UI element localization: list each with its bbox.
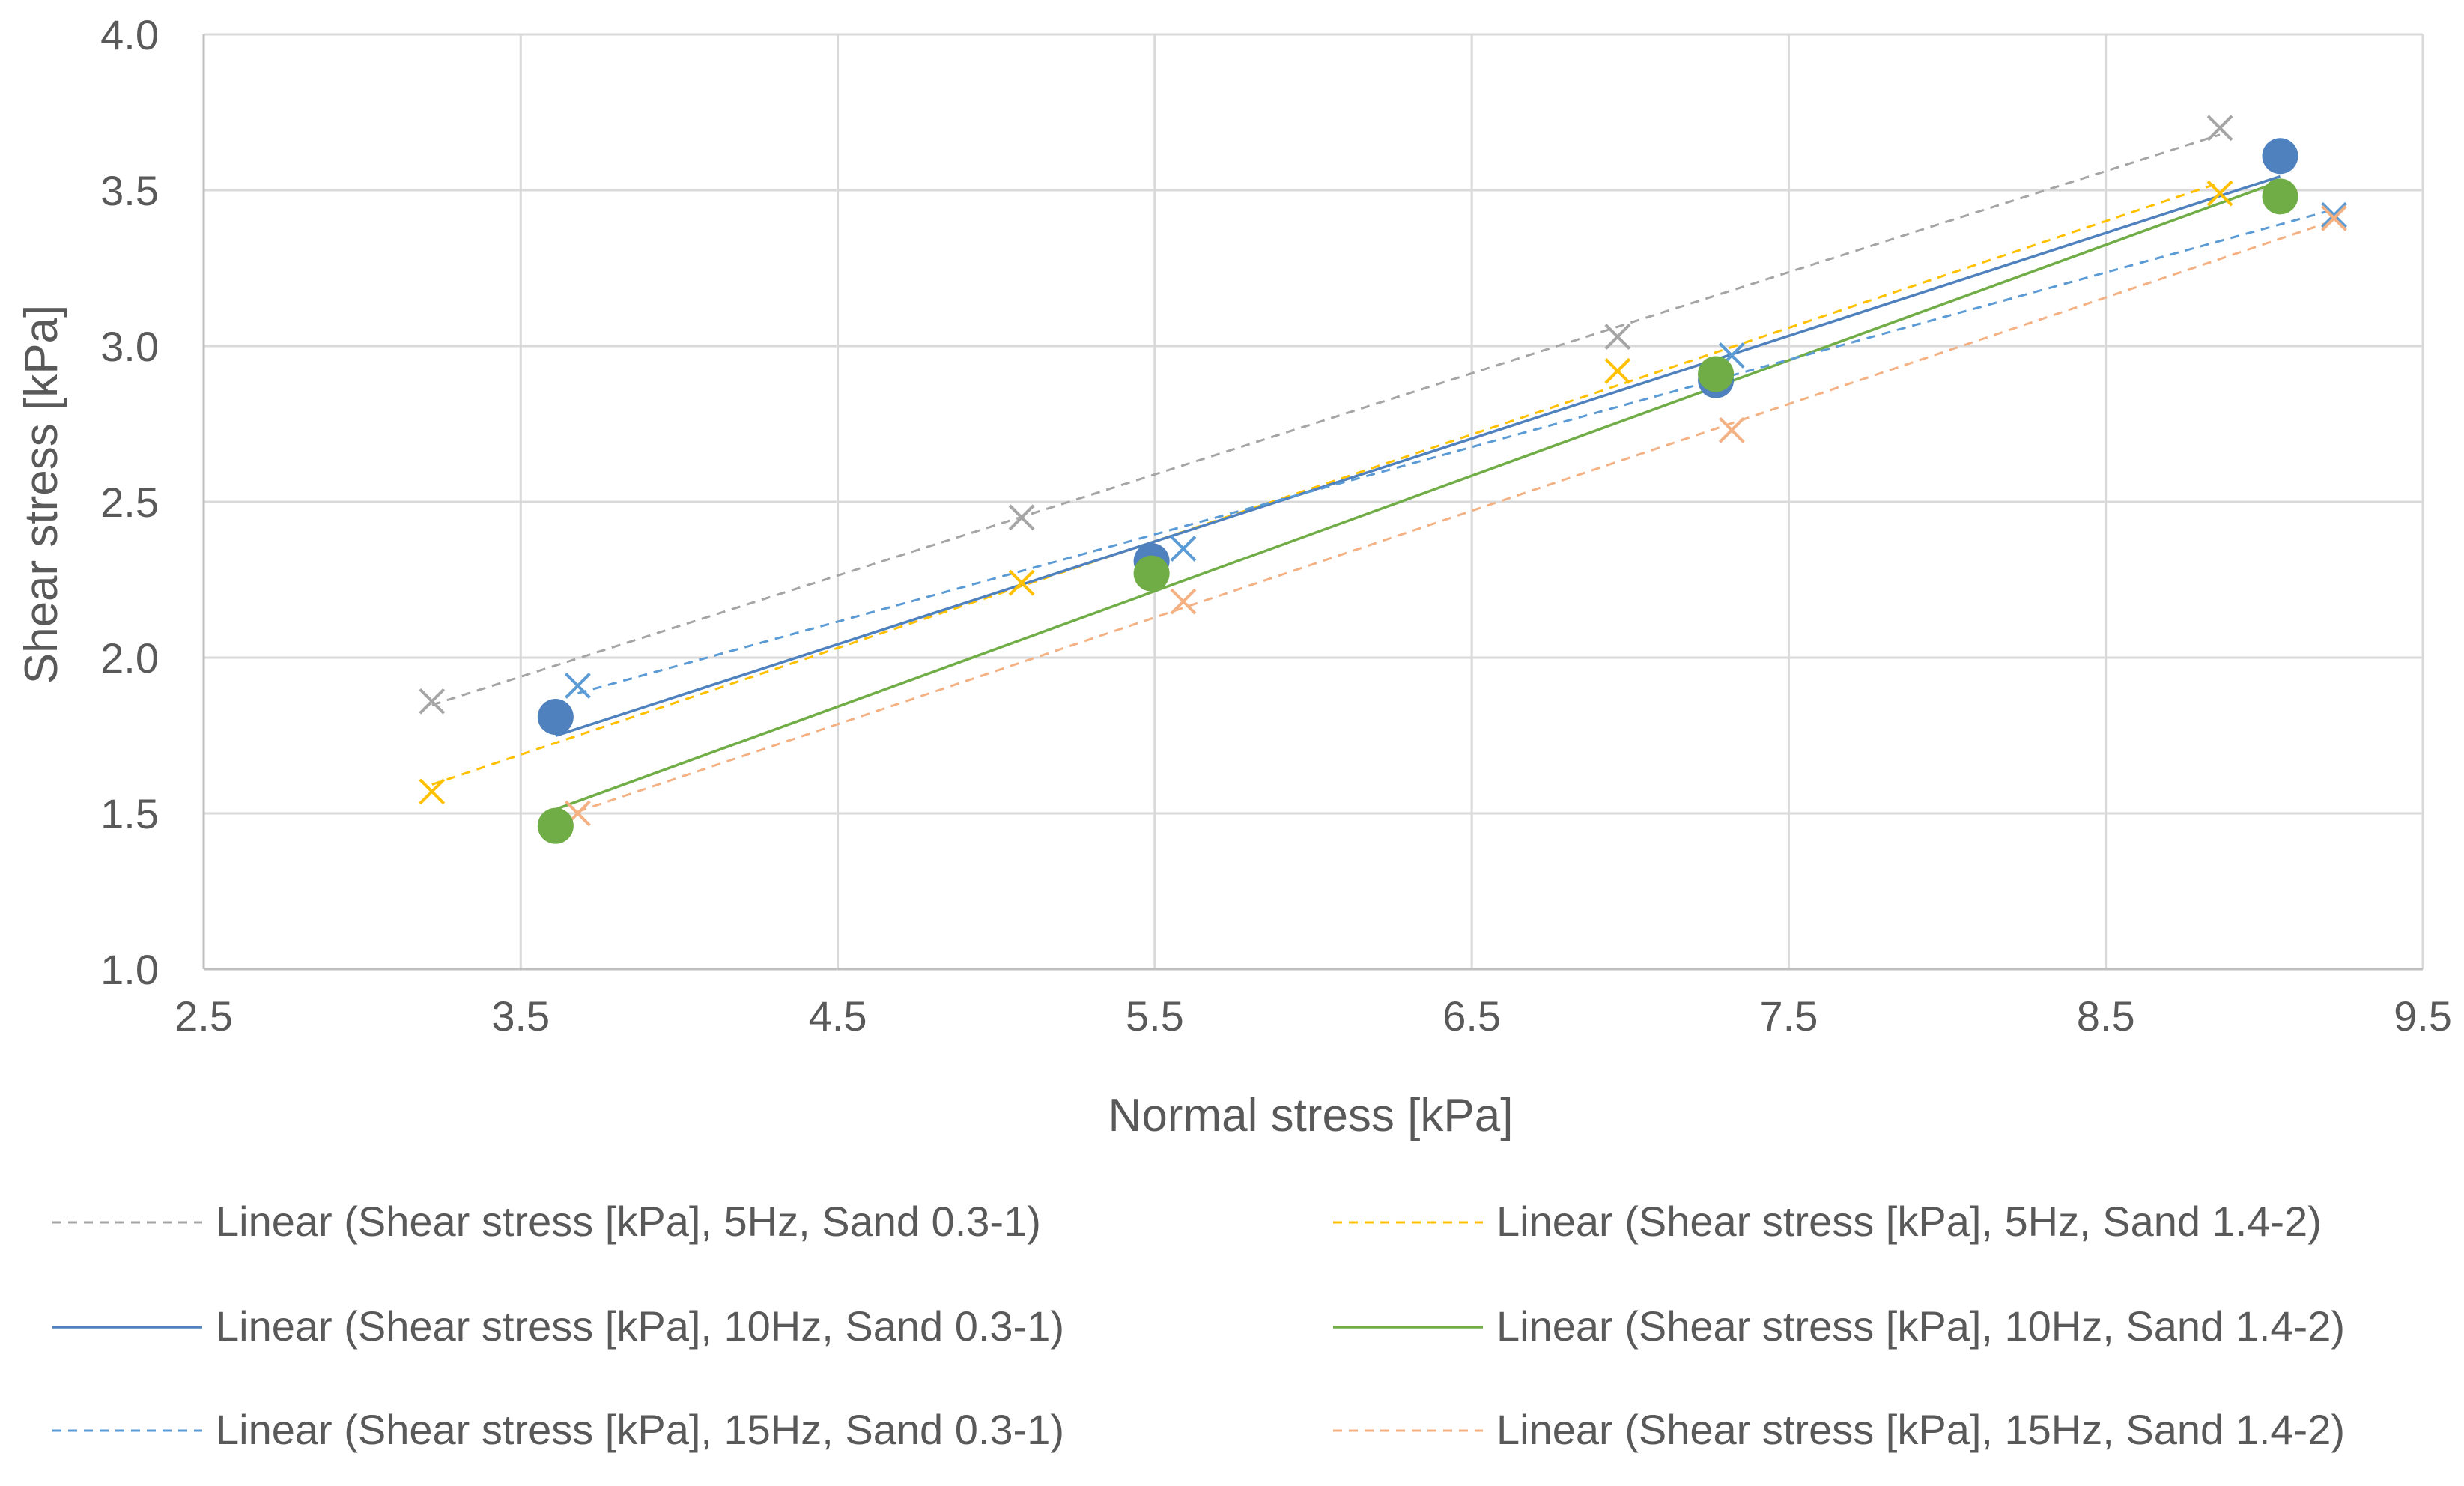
legend-label: Linear (Shear stress [kPa], 10Hz, Sand 0… [216, 1302, 1064, 1350]
y-axis-title: Shear stress [kPa] [16, 305, 67, 685]
trendline [431, 181, 2221, 786]
x-tick-label: 7.5 [1759, 992, 1818, 1040]
trendline-layer [431, 133, 2334, 813]
data-point [1008, 504, 1035, 531]
x-tick-label: 3.5 [491, 992, 550, 1040]
data-point [537, 807, 574, 844]
data-point [1604, 324, 1631, 350]
trendline [431, 133, 2221, 706]
legend-label: Linear (Shear stress [kPa], 15Hz, Sand 0… [216, 1406, 1064, 1453]
x-tick-label: 4.5 [809, 992, 867, 1040]
y-tick-label: 2.0 [100, 634, 159, 682]
legend-label: Linear (Shear stress [kPa], 10Hz, Sand 1… [1496, 1302, 2345, 1350]
data-point [2321, 205, 2347, 231]
legend: Linear (Shear stress [kPa], 5Hz, Sand 0.… [52, 1198, 2345, 1453]
data-point-layer [419, 115, 2347, 844]
data-point [2206, 115, 2233, 142]
y-tick-label: 1.5 [100, 790, 159, 837]
x-tick-label: 9.5 [2394, 992, 2452, 1040]
y-tick-label: 3.0 [100, 323, 159, 370]
data-point [1133, 555, 1170, 592]
data-point [2206, 180, 2233, 207]
y-tick-label: 3.5 [100, 167, 159, 214]
x-tick-label: 8.5 [2077, 992, 2135, 1040]
x-tick-label: 5.5 [1126, 992, 1184, 1040]
data-point [1718, 416, 1745, 443]
y-tick-label: 2.5 [100, 479, 159, 526]
data-point [2262, 178, 2298, 215]
data-point [565, 673, 591, 699]
trendline [555, 180, 2281, 811]
x-tick-label: 2.5 [175, 992, 233, 1040]
y-tick-label: 1.0 [100, 946, 159, 993]
data-point [537, 699, 574, 736]
trendline [577, 208, 2334, 695]
axis-layer: 2.5 3.5 4.5 5.5 6.5 7.5 8.5 9.5 1.0 1.5 2.0 2.5 3.0 3… [100, 11, 2452, 1040]
data-point [419, 778, 446, 805]
x-tick-label: 6.5 [1442, 992, 1501, 1040]
y-tick-label: 4.0 [100, 11, 159, 58]
legend-label: Linear (Shear stress [kPa], 5Hz, Sand 0.… [216, 1198, 1041, 1245]
data-point [1698, 356, 1735, 392]
data-point [2321, 201, 2347, 228]
data-point [1604, 357, 1631, 384]
legend-label: Linear (Shear stress [kPa], 5Hz, Sand 1.… [1496, 1198, 2322, 1245]
grid-layer [204, 33, 2424, 969]
data-point [419, 688, 446, 715]
trendline [555, 175, 2281, 738]
x-axis-title: Normal stress [kPa] [1108, 1090, 1514, 1141]
data-point [2262, 138, 2298, 175]
data-point [1170, 535, 1197, 562]
data-point [1008, 569, 1035, 596]
legend-label: Linear (Shear stress [kPa], 15Hz, Sand 1… [1496, 1406, 2345, 1453]
data-point [1170, 588, 1197, 615]
trendline [577, 219, 2334, 813]
